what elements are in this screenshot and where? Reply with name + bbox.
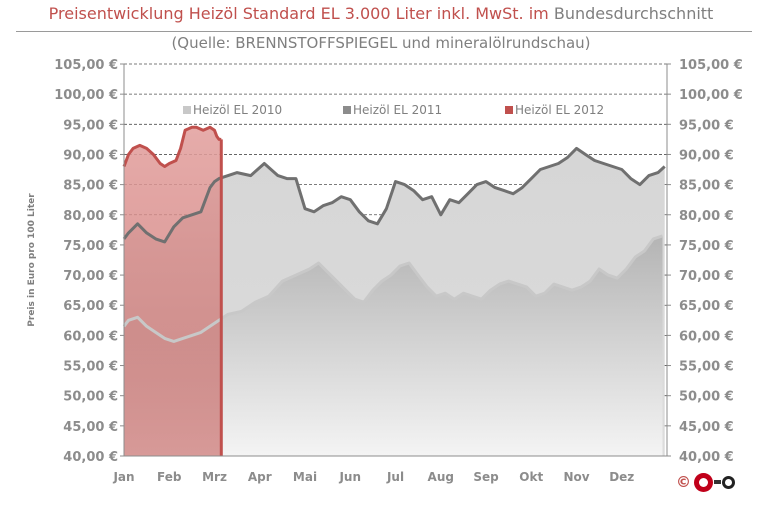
axes: 40,00 € 40,00 € 45,00 € 45,00 € 50,00 € 50,00… [27, 58, 743, 484]
y-tick-label-right: 70,00 € [679, 269, 734, 284]
legend-swatch [183, 106, 191, 114]
title-divider [16, 31, 752, 32]
y-tick-label-left: 90,00 € [63, 148, 118, 163]
y-tick-label-right: 100,00 € [679, 88, 743, 103]
x-tick-label: Jun [338, 470, 361, 484]
y-tick-label-left: 70,00 € [63, 269, 118, 284]
series-2011-line [122, 146, 666, 244]
x-tick-label: Okt [519, 470, 543, 484]
legend-label: Heizöl EL 2011 [353, 103, 442, 117]
chart-title-main: Preisentwicklung Heizöl Standard EL 3.00… [48, 4, 549, 23]
y-tick-label-right: 60,00 € [679, 329, 734, 344]
y-tick-label-left: 75,00 € [63, 239, 118, 254]
x-tick-label: Mai [293, 470, 317, 484]
y-tick-label-right: 90,00 € [679, 148, 734, 163]
y-tick-label-right: 55,00 € [679, 360, 734, 375]
logo-dash-icon [714, 480, 721, 484]
x-tick-label: Dez [609, 470, 634, 484]
y-tick-label-right: 45,00 € [679, 420, 734, 435]
logo-o-icon [722, 475, 735, 489]
chart-title: Preisentwicklung Heizöl Standard EL 3.00… [0, 4, 762, 23]
y-tick-label-left: 40,00 € [63, 450, 118, 465]
x-tick-label: Jan [112, 470, 134, 484]
x-tick-label: Aug [428, 470, 454, 484]
x-tick-label: Sep [473, 470, 499, 484]
copyright-symbol: © [676, 473, 691, 491]
y-tick-label-left: 50,00 € [63, 390, 118, 405]
x-tick-label: Apr [248, 470, 272, 484]
y-tick-label-right: 95,00 € [679, 118, 734, 133]
publisher-logo: © [676, 471, 735, 493]
y-tick-label-left: 105,00 € [54, 58, 118, 73]
y-tick-label-right: 50,00 € [679, 390, 734, 405]
y-tick-label-left: 80,00 € [63, 209, 118, 224]
series-2010-area [124, 235, 663, 456]
legend-label: Heizöl EL 2010 [193, 103, 282, 117]
y-tick-label-right: 40,00 € [679, 450, 734, 465]
x-tick-label: Nov [563, 470, 589, 484]
y-tick-label-left: 100,00 € [54, 88, 118, 103]
y-tick-label-left: 65,00 € [63, 299, 118, 314]
legend-swatch [505, 106, 513, 114]
y-tick-label-right: 105,00 € [679, 58, 743, 73]
y-tick-label-left: 55,00 € [63, 360, 118, 375]
x-tick-label: Mrz [202, 470, 227, 484]
x-tick-label: Feb [157, 470, 182, 484]
y-tick-label-right: 65,00 € [679, 299, 734, 314]
y-tick-label-right: 75,00 € [679, 239, 734, 254]
legend: Heizöl EL 2010 Heizöl EL 2011 Heizöl EL 20… [183, 103, 604, 117]
chart-subtitle: (Quelle: BRENNSTOFFSPIEGEL und mineralöl… [171, 34, 591, 52]
series-layer [122, 125, 666, 457]
x-tick-label: Jul [386, 470, 404, 484]
chart-title-region: Bundesdurchschnitt [553, 4, 714, 23]
y-tick-label-left: 60,00 € [63, 329, 118, 344]
logo-ring-icon [694, 472, 713, 492]
y-tick-label-left: 45,00 € [63, 420, 118, 435]
y-tick-label-left: 95,00 € [63, 118, 118, 133]
y-tick-label-left: 85,00 € [63, 179, 118, 194]
legend-swatch [343, 106, 351, 114]
legend-label: Heizöl EL 2012 [515, 103, 604, 117]
y-tick-label-right: 85,00 € [679, 179, 734, 194]
series-2012-line [122, 125, 222, 168]
series-2012-area [124, 127, 222, 457]
series-2010-line [122, 234, 663, 343]
y-axis-title: Preis in Euro pro 100 Liter [27, 193, 37, 327]
y-tick-label-right: 80,00 € [679, 209, 734, 224]
